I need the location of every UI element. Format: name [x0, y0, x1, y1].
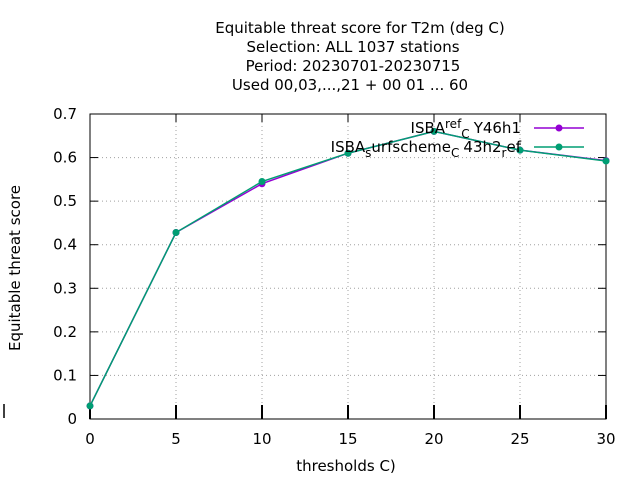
legend-label-2-part-6: r [502, 146, 507, 160]
legend-label-2-part-2: s [365, 146, 371, 160]
series-2-point [516, 146, 524, 154]
x-axis-label: thresholds C) [296, 457, 396, 475]
series-1-line [89, 130, 607, 407]
chart-title-line-3: Period: 20230701-20230715 [246, 57, 461, 75]
x-tick-label: 25 [510, 430, 529, 448]
y-tick-label: 0.2 [53, 323, 77, 341]
y-tick-label: 0.3 [53, 279, 77, 297]
series-2-point [344, 149, 352, 157]
y-tick-label: 0.4 [53, 236, 77, 254]
series-2-point [86, 402, 94, 410]
legend-label-2-part-7: ef [506, 138, 521, 156]
series-2-point [430, 127, 438, 135]
series-2-point [602, 157, 610, 165]
series-layer [86, 127, 610, 410]
legend: ISBArefC Y46h1 ISBAsurfschemeC 43h2ref [331, 117, 584, 160]
legend-label-2-part-1: ISBA [331, 138, 366, 156]
legend-entry-1: ISBArefC Y46h1 [411, 117, 584, 141]
series-2-point [258, 178, 266, 186]
y-tick-label: 0.6 [53, 149, 77, 167]
x-tick-label: 30 [596, 430, 615, 448]
legend-label-1-part-4: Y46h1 [473, 119, 521, 137]
legend-label-1-part-2: ref [445, 117, 462, 131]
y-tick-label: 0 [67, 410, 77, 428]
chart-title-line-4: Used 00,03,...,21 + 00 01 ... 60 [232, 76, 468, 94]
x-tick-label: 5 [171, 430, 181, 448]
y-tick-label: 0.5 [53, 192, 77, 210]
legend-label-2: ISBAsurfschemeC 43h2ref [331, 138, 522, 160]
legend-label-1-part-1: ISBA [411, 119, 446, 137]
y-tick-label: 0.7 [53, 105, 77, 123]
y-tick-labels: 0 0.1 0.2 0.3 0.4 0.5 0.6 0.7 [53, 105, 77, 428]
legend-label-2-part-4: C [451, 146, 459, 160]
plot-frame [89, 113, 607, 420]
grid-lines [90, 114, 606, 419]
chart-title-line-1: Equitable threat score for T2m (deg C) [215, 19, 505, 37]
legend-label-2-part-5: 43h2 [463, 138, 501, 156]
chart-title-line-2: Selection: ALL 1037 stations [246, 38, 459, 56]
x-tick-labels: 0 5 10 15 20 25 30 [85, 430, 615, 448]
x-tick-label: 15 [338, 430, 357, 448]
x-tick-label: 20 [424, 430, 443, 448]
legend-entry-2: ISBAsurfschemeC 43h2ref [331, 138, 584, 160]
series-2-line [89, 130, 607, 407]
legend-marker-2 [555, 143, 563, 151]
legend-marker-1 [555, 124, 563, 132]
x-tick-label: 0 [85, 430, 95, 448]
legend-label-1: ISBArefC Y46h1 [411, 117, 521, 141]
legend-label-2-part-3: urfscheme [371, 138, 451, 156]
series-2-point [172, 229, 180, 237]
legend-label-1-part-3: C [461, 127, 469, 141]
y-axis-label: Equitable threat score [6, 185, 24, 351]
x-tick-label: 10 [252, 430, 271, 448]
y-tick-label: 0.1 [53, 366, 77, 384]
chart-title: Equitable threat score for T2m (deg C) S… [215, 19, 505, 94]
